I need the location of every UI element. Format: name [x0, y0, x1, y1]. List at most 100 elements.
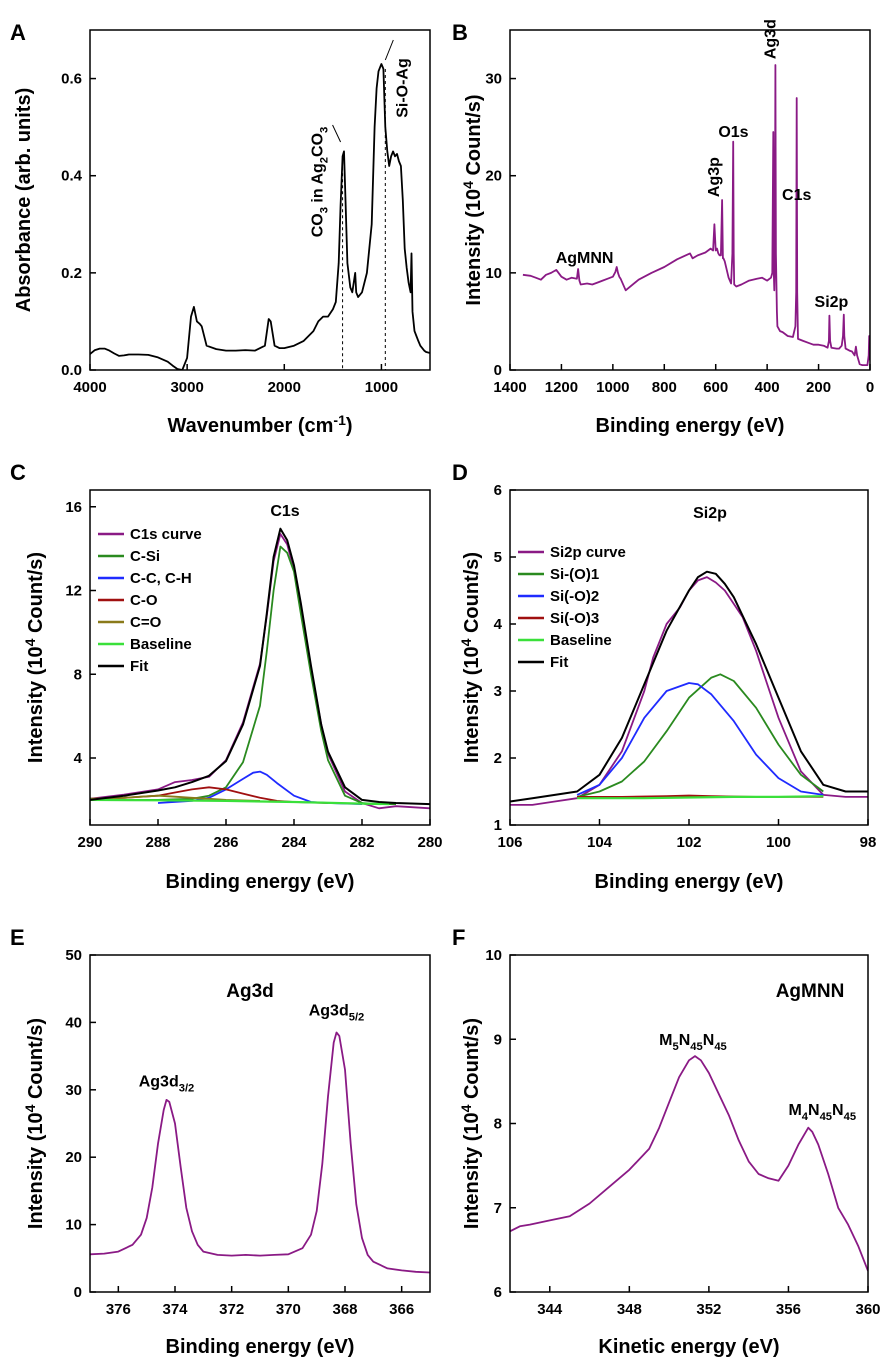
x-tick-label: 1200 — [545, 379, 578, 396]
annotation-label: AgMNN — [556, 250, 614, 267]
annotation: Ag3d3/2 — [139, 1073, 195, 1094]
series-group — [522, 64, 870, 367]
series-line-fit — [90, 527, 430, 806]
y-tick-label: 8 — [74, 666, 82, 683]
x-tick-label: 600 — [703, 379, 728, 396]
y-tick-label: 0 — [494, 362, 502, 379]
series-line-spectrum — [522, 64, 870, 367]
y-tick-label: 30 — [485, 71, 502, 88]
y-axis-title: Intensity (104 Count/s) — [458, 552, 483, 763]
series-line-spectrum — [90, 1031, 430, 1274]
series-line-si-o-2 — [576, 682, 824, 796]
x-tick-label: 98 — [860, 834, 877, 851]
plot-frame — [89, 29, 431, 371]
y-axis-title: Intensity (104 Count/s) — [458, 1018, 483, 1229]
panel-letter: B — [452, 20, 468, 45]
annotation-label: CO3 in Ag2CO3 — [310, 127, 331, 238]
plot-frame — [89, 954, 431, 1293]
y-tick-label: 0 — [74, 1284, 82, 1301]
panel-d: D 106 104 102 100 98 1 2 3 4 5 6 Binding energy (eV)… — [452, 460, 876, 893]
series-line-fit — [510, 570, 868, 803]
panel-e: E 376 374 372 370 368 366 0 10 20 30 40 50 Binding en… — [10, 925, 431, 1358]
y-tick-label: 5 — [494, 549, 502, 566]
x-tick-label: 290 — [77, 834, 102, 851]
panel-a: A 4000 3000 2000 1000 0.0 0.2 0.4 0.6 Wavenumber … — [10, 20, 431, 437]
x-axis-title: Wavenumber (cm-1) — [167, 412, 352, 437]
x-tick-label: 400 — [755, 379, 780, 396]
y-tick-label: 10 — [485, 947, 502, 964]
legend-label: Si(-O)2 — [550, 588, 599, 605]
x-tick-label: 200 — [806, 379, 831, 396]
y-tick-label: 20 — [485, 168, 502, 185]
x-tick-label: 102 — [676, 834, 701, 851]
annotation-label: Ag3d3/2 — [139, 1073, 195, 1094]
legend-label: C=O — [130, 614, 162, 631]
y-tick-label: 12 — [65, 583, 82, 600]
x-tick-label: 374 — [162, 1301, 188, 1318]
legend-label: Si(-O)3 — [550, 610, 599, 627]
y-axis-title: Absorbance (arb. units) — [13, 88, 35, 312]
x-tick-label: 368 — [332, 1301, 357, 1318]
plot-frame — [89, 489, 431, 826]
x-tick-label: 370 — [276, 1301, 301, 1318]
y-tick-label: 1 — [494, 817, 502, 834]
panel-letter: F — [452, 925, 465, 950]
panel-letter: C — [10, 460, 26, 485]
x-tick-label: 284 — [281, 834, 307, 851]
x-tick-label: 352 — [696, 1301, 721, 1318]
y-tick-label: 4 — [74, 750, 83, 767]
y-tick-label: 20 — [65, 1149, 82, 1166]
panel-letter: A — [10, 20, 26, 45]
series-line-si-o-1 — [576, 673, 824, 798]
y-tick-label: 0.2 — [61, 265, 82, 282]
legend-label: C1s curve — [130, 526, 202, 543]
x-tick-label: 100 — [766, 834, 791, 851]
series-line-c1s-curve — [90, 533, 430, 810]
annotation: CO3 in Ag2CO3 — [310, 124, 344, 370]
y-tick-label: 4 — [494, 616, 503, 633]
y-tick-label: 0.6 — [61, 71, 82, 88]
panel-title: Ag3d — [226, 981, 274, 1002]
annotation: Ag3d5/2 — [309, 1003, 365, 1024]
x-tick-label: 800 — [652, 379, 677, 396]
panel-title: Si2p — [693, 505, 727, 522]
annotation-label: C1s — [782, 187, 811, 204]
y-tick-label: 40 — [65, 1014, 82, 1031]
annotation: M5N45N45 — [659, 1032, 727, 1053]
y-tick-label: 0.0 — [61, 362, 82, 379]
x-tick-label: 106 — [497, 834, 522, 851]
annotation-label: Ag3p — [706, 157, 723, 197]
y-tick-label: 10 — [65, 1217, 82, 1234]
arrow-line — [332, 124, 342, 143]
legend-label: Fit — [130, 658, 148, 675]
x-axis-title: Binding energy (eV) — [596, 415, 785, 437]
annotation: O1s — [718, 124, 748, 141]
x-tick-label: 1000 — [365, 379, 398, 396]
y-axis-title: Intensity (104 Count/s) — [460, 94, 485, 305]
x-tick-label: 360 — [855, 1301, 880, 1318]
x-axis-title: Binding energy (eV) — [166, 871, 355, 893]
series-line-baseline — [90, 798, 390, 806]
plot-frame — [509, 954, 869, 1293]
annotation-label: M5N45N45 — [659, 1032, 727, 1053]
legend: Si2p curve Si-(O)1 Si(-O)2 Si(-O)3 Baseline F… — [518, 544, 626, 671]
legend-label: Si2p curve — [550, 544, 626, 561]
panel-c: C 290 288 286 284 282 280 4 8 12 16 Binding energy … — [10, 460, 443, 893]
x-tick-label: 348 — [617, 1301, 642, 1318]
annotation-label: Si-O-Ag — [394, 58, 411, 118]
annotation-label: O1s — [718, 124, 748, 141]
x-tick-label: 366 — [389, 1301, 414, 1318]
panel-f: F 344 348 352 356 360 6 7 8 9 10 Kinetic energy (eV… — [452, 925, 880, 1358]
panel-title: C1s — [270, 503, 299, 520]
plot-frame — [509, 29, 871, 371]
x-tick-label: 286 — [213, 834, 238, 851]
annotation: AgMNN — [556, 250, 614, 267]
y-tick-label: 0.4 — [61, 168, 83, 185]
annotation-label: Ag3d — [762, 19, 779, 59]
legend-label: Baseline — [550, 632, 612, 649]
x-tick-label: 3000 — [170, 379, 203, 396]
panel-title: AgMNN — [776, 981, 845, 1002]
y-tick-label: 6 — [494, 1284, 502, 1301]
x-tick-label: 1400 — [493, 379, 526, 396]
